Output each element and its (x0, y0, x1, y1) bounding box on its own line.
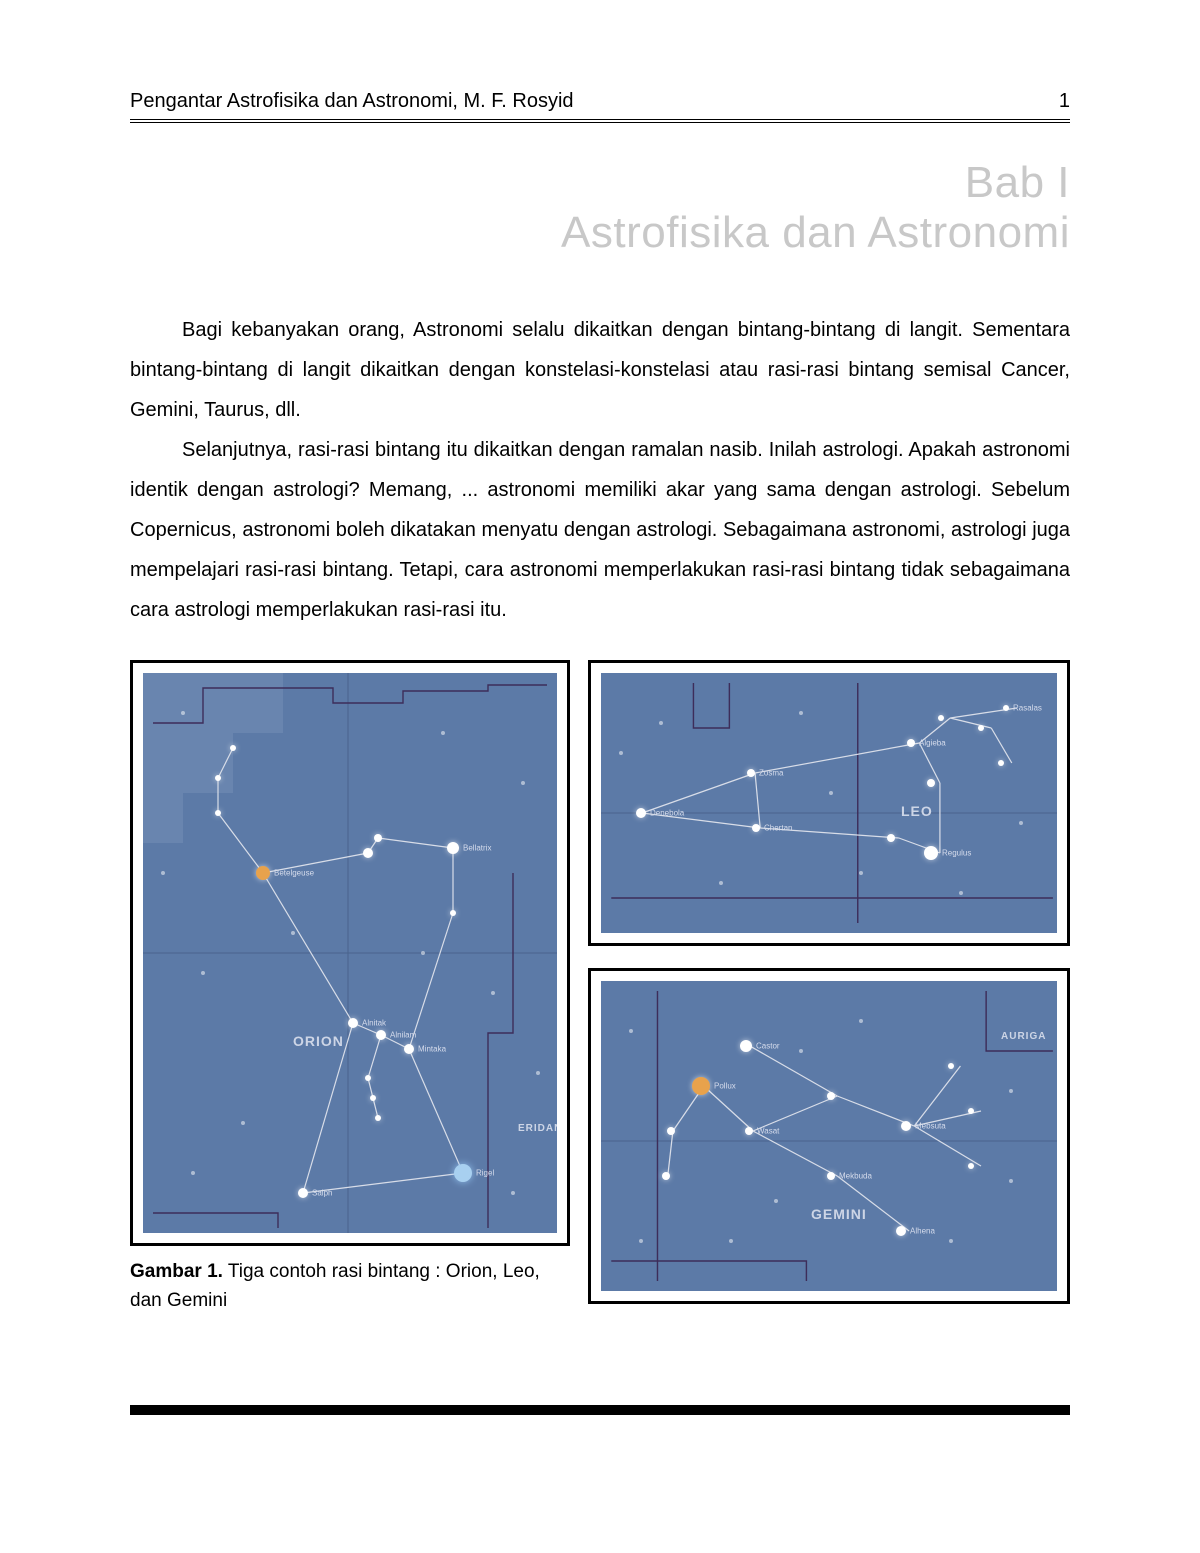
star (376, 1030, 386, 1040)
footer-bar (130, 1405, 1070, 1415)
star (978, 725, 984, 731)
star (752, 824, 760, 832)
star (740, 1040, 752, 1052)
figure-caption-bold: Gambar 1. (130, 1261, 223, 1282)
star (924, 846, 938, 860)
star (450, 910, 456, 916)
star (404, 1044, 414, 1054)
star (692, 1077, 710, 1095)
figures-container: Betelgeuse Bellatrix Alnitak AlnilamMintaka… (130, 660, 1070, 1315)
star-map-gemini: Pollux Castor Wasat Mekbuda Alhena Mebsuta GEM… (601, 981, 1057, 1291)
paragraph-2: Selanjutnya, rasi-rasi bintang itu dikai… (130, 430, 1070, 630)
star (667, 1127, 675, 1135)
star-label: Denebola (650, 809, 684, 818)
star (256, 866, 270, 880)
running-title: Pengantar Astrofisika dan Astronomi, M. … (130, 90, 574, 113)
star (948, 1063, 954, 1069)
paragraph-1: Bagi kebanyakan orang, Astronomi selalu … (130, 310, 1070, 430)
figures-left-column: Betelgeuse Bellatrix Alnitak AlnilamMintaka… (130, 660, 570, 1315)
star-label: Regulus (942, 849, 971, 858)
chapter-bab-label: Bab I (130, 159, 1070, 207)
star-label: Alhena (910, 1227, 935, 1236)
star (827, 1172, 835, 1180)
page-number: 1 (1059, 90, 1070, 113)
star-label: Pollux (714, 1082, 736, 1091)
star-label: Mebsuta (915, 1122, 946, 1131)
star (348, 1018, 358, 1028)
star (363, 848, 373, 858)
chapter-heading: Bab I Astrofisika dan Astronomi (130, 159, 1070, 260)
star (747, 769, 755, 777)
figure-leo-frame: Denebola Zosma Chertan Regulus Algieba Rasala… (588, 660, 1070, 946)
constellation-label: ORION (293, 1033, 344, 1049)
star (927, 779, 935, 787)
star (968, 1108, 974, 1114)
star-label: Betelgeuse (274, 869, 314, 878)
star-label: Castor (756, 1042, 780, 1051)
star (215, 810, 221, 816)
star (374, 834, 382, 842)
star (636, 808, 646, 818)
star (896, 1226, 906, 1236)
star (365, 1075, 371, 1081)
star-map-leo: Denebola Zosma Chertan Regulus Algieba Rasala… (601, 673, 1057, 933)
constellation-label: GEMINI (811, 1206, 867, 1222)
star-label: Alnilam (390, 1031, 416, 1040)
star-label: Rigel (476, 1169, 494, 1178)
star-label: Zosma (759, 769, 783, 778)
figures-right-column: Denebola Zosma Chertan Regulus Algieba Rasala… (588, 660, 1070, 1304)
figure-gemini-frame: Pollux Castor Wasat Mekbuda Alhena Mebsuta GEM… (588, 968, 1070, 1304)
constellation-side-label: AURIGA (1001, 1031, 1046, 1042)
star (375, 1115, 381, 1121)
star-label: Chertan (764, 824, 792, 833)
star (938, 715, 944, 721)
star (215, 775, 221, 781)
header-divider (130, 119, 1070, 123)
star-label: Saiph (312, 1189, 332, 1198)
star (901, 1121, 911, 1131)
star-label: Alnitak (362, 1019, 386, 1028)
star-label: Wasat (757, 1127, 779, 1136)
constellation-side-label: ERIDANUS (518, 1123, 557, 1134)
star-map-orion: Betelgeuse Bellatrix Alnitak AlnilamMintaka… (143, 673, 557, 1233)
constellation-label: LEO (901, 803, 933, 819)
star-label: Mintaka (418, 1045, 446, 1054)
star-label: Algieba (919, 739, 946, 748)
star-label: Mekbuda (839, 1172, 872, 1181)
body-text: Bagi kebanyakan orang, Astronomi selalu … (130, 310, 1070, 630)
running-header: Pengantar Astrofisika dan Astronomi, M. … (130, 90, 1070, 119)
star (447, 842, 459, 854)
star (454, 1164, 472, 1182)
star (887, 834, 895, 842)
figure-caption: Gambar 1. Tiga contoh rasi bintang : Ori… (130, 1258, 570, 1315)
chapter-title: Astrofisika dan Astronomi (130, 207, 1070, 260)
star (1003, 705, 1009, 711)
star (298, 1188, 308, 1198)
star (662, 1172, 670, 1180)
star (745, 1127, 753, 1135)
star-label: Bellatrix (463, 844, 491, 853)
star (370, 1095, 376, 1101)
figure-orion-frame: Betelgeuse Bellatrix Alnitak AlnilamMintaka… (130, 660, 570, 1246)
star (968, 1163, 974, 1169)
star-label: Rasalas (1013, 704, 1042, 713)
star (907, 739, 915, 747)
star (230, 745, 236, 751)
star (827, 1092, 835, 1100)
star (998, 760, 1004, 766)
